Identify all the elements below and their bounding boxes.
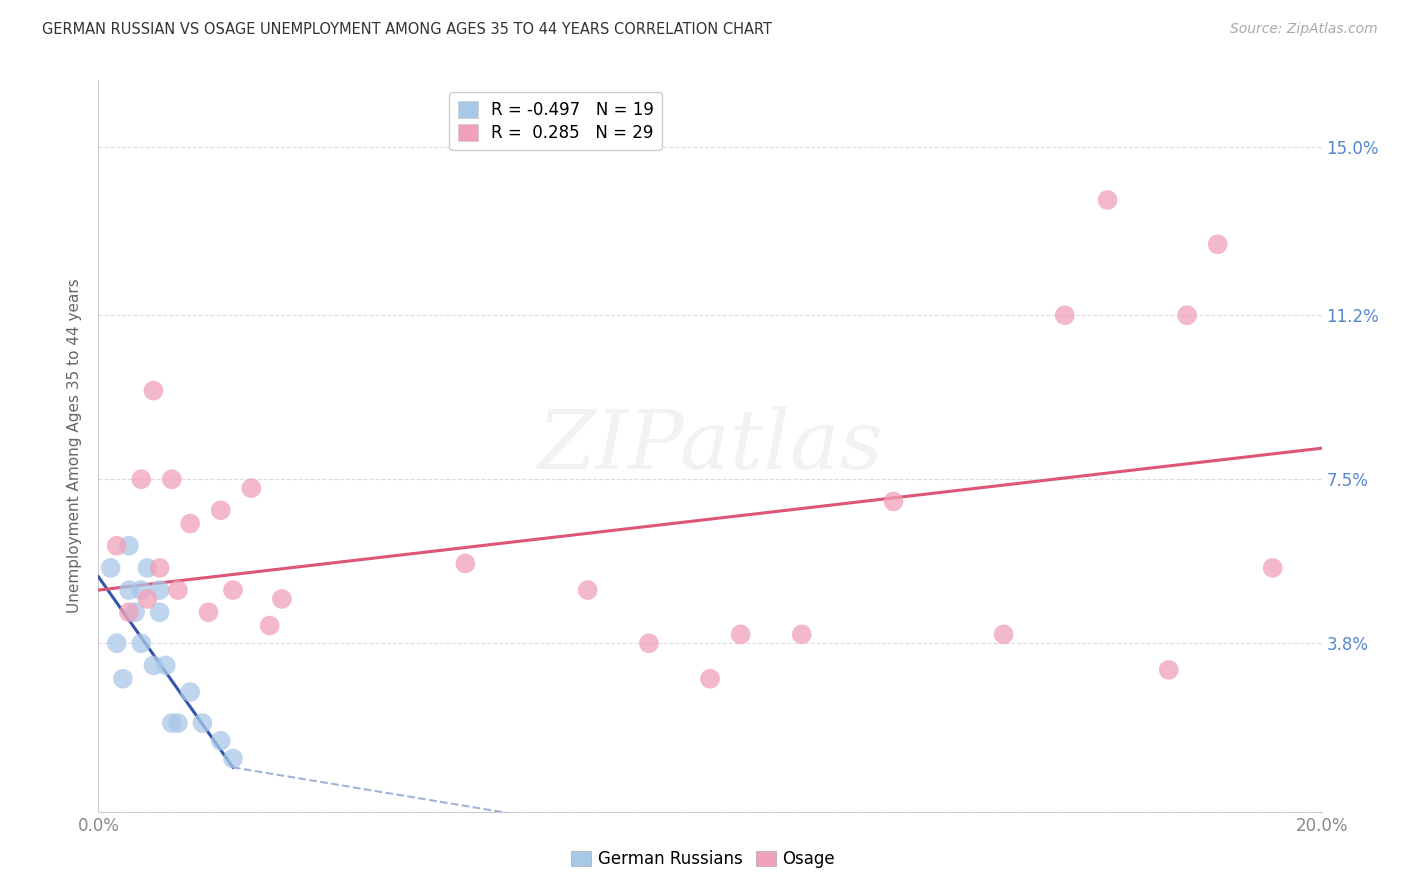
Point	[105, 636, 128, 650]
Point	[149, 605, 172, 619]
Point	[637, 636, 661, 650]
Point	[129, 583, 152, 598]
Point	[993, 627, 1015, 641]
Point	[1175, 308, 1198, 322]
Point	[1097, 193, 1119, 207]
Point	[124, 605, 146, 619]
Point	[240, 481, 263, 495]
Point	[197, 605, 219, 619]
Point	[270, 591, 292, 606]
Point	[179, 685, 201, 699]
Point	[142, 384, 165, 398]
Text: Source: ZipAtlas.com: Source: ZipAtlas.com	[1230, 22, 1378, 37]
Point	[790, 627, 813, 641]
Point	[699, 672, 721, 686]
Point	[179, 516, 201, 531]
Point	[1053, 308, 1076, 322]
Point	[209, 733, 232, 747]
Point	[191, 716, 214, 731]
Point	[118, 539, 141, 553]
Point	[883, 494, 905, 508]
Text: ZIPatlas: ZIPatlas	[537, 406, 883, 486]
Point	[222, 751, 245, 765]
Point	[730, 627, 752, 641]
Point	[576, 583, 599, 598]
Point	[136, 561, 159, 575]
Point	[142, 658, 165, 673]
Point	[1261, 561, 1284, 575]
Point	[129, 636, 152, 650]
Point	[155, 658, 177, 673]
Y-axis label: Unemployment Among Ages 35 to 44 years: Unemployment Among Ages 35 to 44 years	[67, 278, 83, 614]
Point	[149, 583, 172, 598]
Point	[160, 472, 183, 486]
Point	[149, 561, 172, 575]
Point	[118, 605, 141, 619]
Legend: German Russians, Osage: German Russians, Osage	[564, 844, 842, 875]
Point	[167, 583, 190, 598]
Point	[111, 672, 134, 686]
Point	[100, 561, 122, 575]
Point	[160, 716, 183, 731]
Point	[209, 503, 232, 517]
Point	[136, 591, 159, 606]
Point	[259, 618, 281, 632]
Point	[1157, 663, 1180, 677]
Point	[1206, 237, 1229, 252]
Text: GERMAN RUSSIAN VS OSAGE UNEMPLOYMENT AMONG AGES 35 TO 44 YEARS CORRELATION CHART: GERMAN RUSSIAN VS OSAGE UNEMPLOYMENT AMO…	[42, 22, 772, 37]
Point	[454, 557, 477, 571]
Point	[118, 583, 141, 598]
Point	[222, 583, 245, 598]
Point	[105, 539, 128, 553]
Legend: R = -0.497   N = 19, R =  0.285   N = 29: R = -0.497 N = 19, R = 0.285 N = 29	[450, 92, 662, 150]
Point	[167, 716, 190, 731]
Point	[129, 472, 152, 486]
